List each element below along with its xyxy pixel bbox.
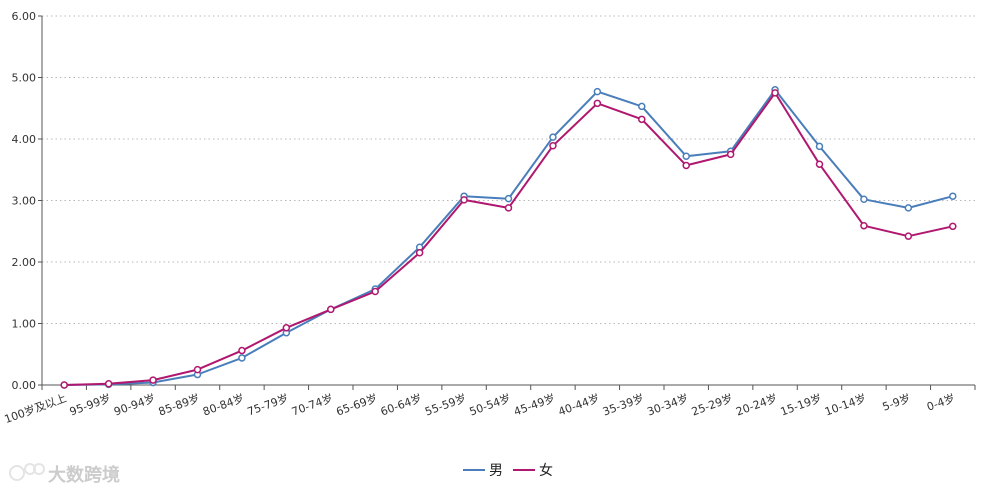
data-point xyxy=(104,380,113,388)
x-tick-label: 100岁及以上 xyxy=(2,391,68,426)
x-tick-label: 85-89岁 xyxy=(156,391,201,419)
data-point xyxy=(638,102,646,111)
data-point xyxy=(682,152,690,160)
y-tick-label: 0.00 xyxy=(12,379,37,392)
data-point xyxy=(726,150,735,159)
data-point xyxy=(549,142,557,150)
x-tick-label: 45-49岁 xyxy=(512,391,557,419)
x-tick-label: 25-29岁 xyxy=(690,391,735,419)
series-2 xyxy=(60,89,957,389)
series-lines xyxy=(60,86,957,389)
data-point xyxy=(593,99,602,108)
x-tick-label: 60-64岁 xyxy=(379,391,424,419)
data-point xyxy=(549,133,557,141)
data-point xyxy=(682,161,690,170)
watermark-text: 大数跨境 xyxy=(48,464,120,486)
data-point xyxy=(638,115,646,124)
data-point xyxy=(193,365,202,374)
data-point xyxy=(860,221,868,230)
y-tick-label: 3.00 xyxy=(12,195,37,208)
legend-label: 男 xyxy=(489,463,503,479)
data-point xyxy=(860,195,868,204)
data-point xyxy=(460,196,468,204)
x-tick-label: 40-44岁 xyxy=(556,391,601,419)
data-point xyxy=(771,89,779,97)
data-point xyxy=(60,381,68,389)
series-line xyxy=(64,91,954,386)
y-tick-label: 4.00 xyxy=(12,133,37,146)
x-tick-label: 0-4岁 xyxy=(925,391,957,414)
data-point xyxy=(504,194,513,203)
legend-label: 女 xyxy=(539,462,553,479)
data-point xyxy=(904,232,913,240)
data-point xyxy=(371,287,379,296)
data-point xyxy=(282,324,291,332)
x-tick-label: 10-14岁 xyxy=(823,391,868,419)
x-tick-label: 90-94岁 xyxy=(112,391,157,419)
data-point xyxy=(815,142,824,151)
data-point xyxy=(593,87,602,96)
data-point xyxy=(149,376,157,384)
grid-lines xyxy=(42,15,975,324)
y-tick-label: 5.00 xyxy=(12,72,37,85)
x-tick-label: 70-74岁 xyxy=(290,391,335,419)
x-tick-label: 20-24岁 xyxy=(734,391,779,419)
data-point xyxy=(904,204,913,212)
x-tick-label: 5-9岁 xyxy=(880,391,912,414)
data-point xyxy=(238,346,246,355)
data-point xyxy=(504,204,513,212)
x-tick-label: 35-39岁 xyxy=(601,391,646,419)
legend-item: 女 xyxy=(513,462,553,479)
watermark-logo-icon xyxy=(9,463,45,481)
x-tick-label: 50-54岁 xyxy=(467,391,512,419)
x-tick-label: 75-79岁 xyxy=(245,391,290,419)
y-tick-label: 1.00 xyxy=(12,318,37,331)
y-tick-label: 2.00 xyxy=(12,256,37,269)
data-point xyxy=(949,192,957,200)
y-tick-label: 6.00 xyxy=(12,10,37,23)
x-tick-labels: 100岁及以上 95-99岁 90-94岁 85-89岁 80-84岁 75-79岁 70-… xyxy=(2,391,956,426)
watermark: 大数跨境 xyxy=(9,463,120,486)
legend-item: 男 xyxy=(463,463,503,479)
series-line xyxy=(64,88,954,386)
x-tick-label: 15-19岁 xyxy=(778,391,823,419)
x-tick-label: 65-69岁 xyxy=(334,391,379,419)
x-tick-label: 30-34岁 xyxy=(645,391,690,419)
data-point xyxy=(327,305,335,314)
x-tick-label: 55-59岁 xyxy=(423,391,468,419)
data-point xyxy=(949,222,957,231)
data-point xyxy=(415,249,424,257)
data-point xyxy=(238,354,246,362)
x-tick-label: 80-84岁 xyxy=(201,391,246,419)
x-tick-label: 95-99岁 xyxy=(68,391,113,419)
axes xyxy=(38,15,976,390)
legend: 男女 xyxy=(463,462,553,479)
series-1 xyxy=(60,86,957,389)
data-point xyxy=(815,160,824,168)
y-tick-labels: 0.00 1.00 2.00 3.00 4.00 5.00 6.00 xyxy=(12,10,37,392)
